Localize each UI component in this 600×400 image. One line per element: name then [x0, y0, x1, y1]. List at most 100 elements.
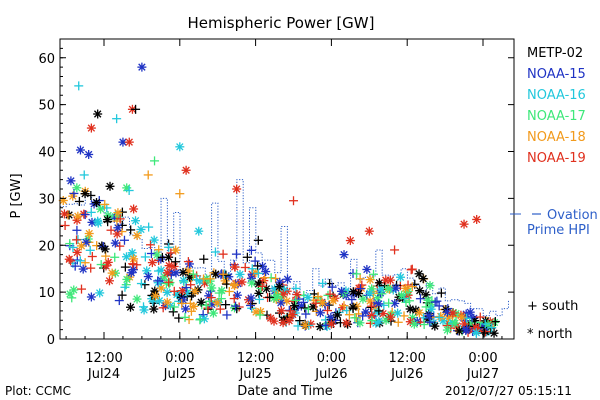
data-point	[426, 304, 436, 314]
data-point	[450, 318, 460, 328]
data-point	[84, 229, 94, 239]
data-point	[124, 137, 134, 147]
data-point	[266, 313, 276, 323]
data-point	[206, 293, 216, 303]
data-point	[489, 328, 499, 338]
plot-timestamp: 2012/07/27 05:15:11	[445, 384, 572, 398]
legend-series-metp-02: METP-02	[527, 46, 583, 61]
data-point	[318, 278, 328, 288]
data-point	[355, 318, 365, 328]
data-point	[72, 183, 82, 193]
data-point	[153, 276, 163, 286]
data-point	[178, 286, 188, 296]
data-point	[78, 264, 88, 274]
axes: 010203040506012:00Jul240:00Jul2512:00Jul…	[38, 38, 515, 382]
data-point	[119, 235, 129, 245]
x-tick-date-label: Jul25	[238, 367, 271, 382]
data-point	[107, 268, 117, 278]
data-point	[81, 237, 91, 247]
data-point	[169, 286, 179, 296]
data-point	[423, 295, 433, 305]
data-point	[132, 231, 142, 241]
data-point	[361, 307, 371, 317]
x-tick-time-label: 0:00	[317, 351, 346, 366]
data-point	[467, 312, 477, 322]
data-point	[231, 301, 241, 311]
y-tick-label: 20	[38, 239, 55, 254]
data-point	[265, 292, 275, 302]
legend-symbol-north: * north	[527, 327, 573, 342]
data-point	[354, 289, 364, 299]
data-point	[143, 272, 153, 282]
legend-ovation-label-line2: Prime HPI	[527, 223, 590, 238]
data-point	[86, 292, 96, 302]
data-point	[96, 260, 106, 270]
data-point	[383, 284, 393, 294]
data-point	[224, 286, 234, 296]
data-point	[311, 298, 321, 308]
data-point	[199, 254, 209, 264]
data-point	[339, 301, 349, 311]
data-point	[391, 283, 401, 293]
data-point	[184, 259, 194, 269]
x-tick-time-label: 0:00	[468, 351, 497, 366]
data-point	[365, 275, 375, 285]
data-point	[184, 315, 194, 325]
data-point	[118, 137, 128, 147]
data-point	[126, 268, 136, 278]
data-point	[175, 142, 185, 152]
data-point	[175, 189, 185, 199]
data-point	[139, 305, 149, 315]
data-point	[303, 293, 313, 303]
data-point	[242, 252, 252, 262]
data-point	[168, 307, 178, 317]
data-point	[337, 286, 347, 296]
data-point	[152, 250, 162, 260]
data-point	[166, 248, 176, 258]
data-point	[298, 297, 308, 307]
data-point	[325, 289, 335, 299]
data-point	[490, 317, 500, 327]
data-point	[147, 258, 157, 268]
legend: METP-02 NOAA-15 NOAA-16 NOAA-17 NOAA-18 NOAA-…	[510, 46, 598, 342]
data-point	[348, 304, 358, 314]
data-point	[205, 274, 215, 284]
data-point	[181, 283, 191, 293]
data-point	[425, 281, 435, 291]
legend-symbol-south: + south	[527, 299, 578, 314]
data-point	[247, 278, 257, 288]
data-point	[188, 269, 198, 279]
data-point	[60, 221, 70, 231]
y-tick-label: 10	[38, 286, 55, 301]
data-point	[390, 245, 400, 255]
data-point	[215, 304, 225, 314]
data-point	[301, 309, 311, 319]
data-point	[235, 269, 245, 279]
plot-credit: Plot: CCMC	[5, 384, 71, 398]
data-point	[64, 254, 74, 264]
data-point	[75, 145, 85, 155]
data-point	[369, 269, 379, 279]
x-tick-time-label: 12:00	[388, 351, 425, 366]
data-point	[352, 269, 362, 279]
data-point	[169, 302, 179, 312]
data-point	[122, 274, 132, 284]
data-point	[72, 247, 82, 257]
data-point	[76, 284, 86, 294]
data-point	[471, 328, 481, 338]
data-point	[386, 312, 396, 322]
data-point	[414, 269, 424, 279]
data-point	[462, 324, 472, 334]
data-point	[74, 81, 84, 91]
data-point	[170, 257, 180, 267]
data-point	[355, 274, 365, 284]
data-point	[250, 256, 260, 266]
data-point	[373, 293, 383, 303]
data-point	[283, 274, 293, 284]
data-point	[136, 279, 146, 289]
data-point	[472, 214, 482, 224]
data-point	[284, 316, 294, 326]
data-point	[144, 222, 154, 232]
data-point	[186, 306, 196, 316]
data-point	[101, 261, 111, 271]
